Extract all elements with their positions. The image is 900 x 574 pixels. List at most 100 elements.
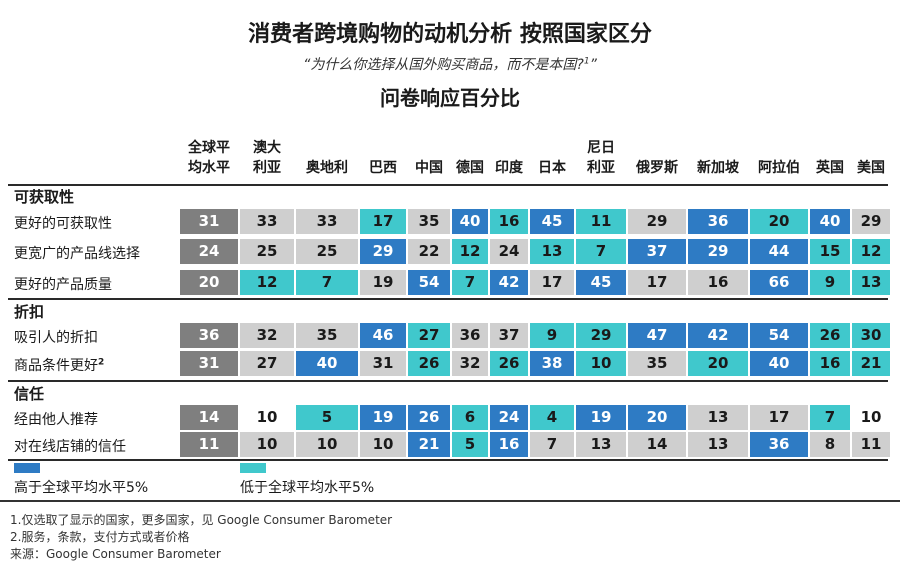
table-cell: 13 [688, 432, 748, 457]
table-cell: 29 [852, 209, 890, 234]
table-cell: 16 [490, 432, 528, 457]
table-cell: 32 [240, 323, 294, 348]
table-cell: 36 [688, 209, 748, 234]
table-cell: 12 [852, 239, 890, 264]
table-cell: 16 [490, 209, 528, 234]
table-cell: 29 [688, 239, 748, 264]
table-cell: 46 [360, 323, 406, 348]
table-cell: 13 [852, 270, 890, 295]
section-divider [8, 298, 888, 300]
table-cell: 26 [408, 405, 450, 430]
table-cell: 11 [852, 432, 890, 457]
table-cell: 7 [296, 270, 358, 295]
table-cell: 40 [296, 351, 358, 376]
table-cell: 25 [296, 239, 358, 264]
section-label: 折扣 [14, 303, 45, 321]
table-cell: 47 [628, 323, 686, 348]
table-cell: 17 [750, 405, 808, 430]
table-cell: 20 [628, 405, 686, 430]
section-divider [8, 380, 888, 382]
table-cell: 9 [530, 323, 574, 348]
chart-unit-title: 问卷响应百分比 [380, 86, 520, 110]
table-cell: 20 [750, 209, 808, 234]
divider-line [0, 500, 900, 502]
table-cell: 7 [452, 270, 488, 295]
table-cell: 33 [296, 209, 358, 234]
table-cell: 32 [452, 351, 488, 376]
table-cell: 30 [852, 323, 890, 348]
table-cell: 54 [750, 323, 808, 348]
table-cell: 26 [490, 351, 528, 376]
table-cell: 10 [576, 351, 626, 376]
row-label: 对在线店铺的信任 [14, 439, 126, 455]
table-cell: 24 [490, 405, 528, 430]
table-cell: 6 [452, 405, 488, 430]
table-cell: 10 [360, 432, 406, 457]
chart-title: 消费者跨境购物的动机分析 按照国家区分 [248, 22, 652, 47]
table-cell: 38 [530, 351, 574, 376]
section-label: 可获取性 [14, 188, 75, 206]
table-cell: 27 [240, 351, 294, 376]
table-cell: 11 [180, 432, 238, 457]
section-divider [8, 184, 888, 186]
table-cell: 37 [490, 323, 528, 348]
table-cell: 10 [240, 405, 294, 430]
table-cell: 44 [750, 239, 808, 264]
column-header: 德国 [456, 160, 484, 176]
column-header: 巴西 [369, 160, 397, 176]
table-cell: 42 [490, 270, 528, 295]
source-note: 来源：Google Consumer Barometer [10, 547, 221, 561]
row-label: 更好的可获取性 [14, 216, 112, 232]
table-cell: 45 [530, 209, 574, 234]
table-cell: 29 [360, 239, 406, 264]
row-label: 经由他人推荐 [14, 412, 98, 428]
table-cell: 40 [452, 209, 488, 234]
table-bottom-rule [8, 459, 888, 461]
table-cell: 4 [530, 405, 574, 430]
table-cell: 7 [530, 432, 574, 457]
table-cell: 22 [408, 239, 450, 264]
legend-label: 低于全球平均水平5% [240, 480, 375, 496]
table-cell: 13 [530, 239, 574, 264]
table-cell: 35 [408, 209, 450, 234]
table-cell: 17 [628, 270, 686, 295]
table-cell: 5 [296, 405, 358, 430]
section-label: 信任 [14, 385, 45, 403]
table-cell: 9 [810, 270, 850, 295]
table-cell: 35 [296, 323, 358, 348]
table-cell: 17 [530, 270, 574, 295]
table-cell: 24 [180, 239, 238, 264]
table-cell: 31 [180, 351, 238, 376]
table-cell: 40 [810, 209, 850, 234]
legend-swatch [240, 463, 266, 473]
table-cell: 16 [810, 351, 850, 376]
table-cell: 21 [852, 351, 890, 376]
table-cell: 19 [576, 405, 626, 430]
table-cell: 20 [180, 270, 238, 295]
table-cell: 40 [750, 351, 808, 376]
table-cell: 7 [810, 405, 850, 430]
table-cell: 19 [360, 270, 406, 295]
row-label: 商品条件更好2 [14, 357, 105, 374]
table-cell: 13 [688, 405, 748, 430]
table-cell: 26 [810, 323, 850, 348]
table-cell: 37 [628, 239, 686, 264]
column-header: 美国 [857, 160, 885, 176]
column-header: 俄罗斯 [636, 160, 678, 176]
row-label: 更宽广的产品线选择 [14, 246, 140, 262]
column-header: 阿拉伯 [758, 160, 800, 176]
footnote-1: 1.仅选取了显示的国家，更多国家，见 Google Consumer Barom… [10, 513, 393, 527]
table-cell: 36 [750, 432, 808, 457]
table-cell: 66 [750, 270, 808, 295]
table-cell: 10 [852, 405, 890, 430]
subtitle-footnote-mark: 1 [583, 56, 590, 67]
table-cell: 12 [452, 239, 488, 264]
subtitle-text: “为什么你选择从国外购买商品，而不是本国? [303, 57, 584, 73]
table-cell: 14 [180, 405, 238, 430]
column-header: 全球平 均水平 [188, 140, 230, 176]
table-cell: 45 [576, 270, 626, 295]
table-cell: 20 [688, 351, 748, 376]
legend-label: 高于全球平均水平5% [14, 480, 149, 496]
column-header: 中国 [415, 160, 443, 176]
table-cell: 10 [296, 432, 358, 457]
